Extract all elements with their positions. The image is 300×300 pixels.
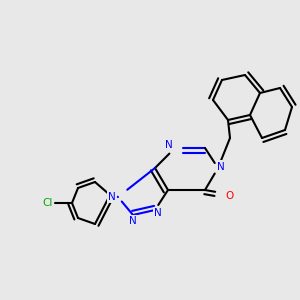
Text: O: O (225, 191, 234, 201)
Text: N: N (165, 140, 173, 150)
Text: N: N (108, 192, 116, 202)
Text: N: N (154, 208, 162, 218)
Text: N: N (217, 161, 225, 172)
Text: Cl: Cl (42, 198, 53, 208)
Text: N: N (129, 216, 137, 226)
